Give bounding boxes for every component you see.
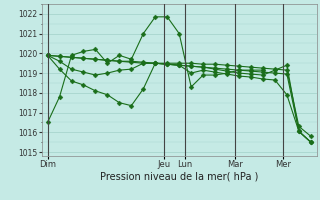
X-axis label: Pression niveau de la mer( hPa ): Pression niveau de la mer( hPa ) (100, 172, 258, 182)
